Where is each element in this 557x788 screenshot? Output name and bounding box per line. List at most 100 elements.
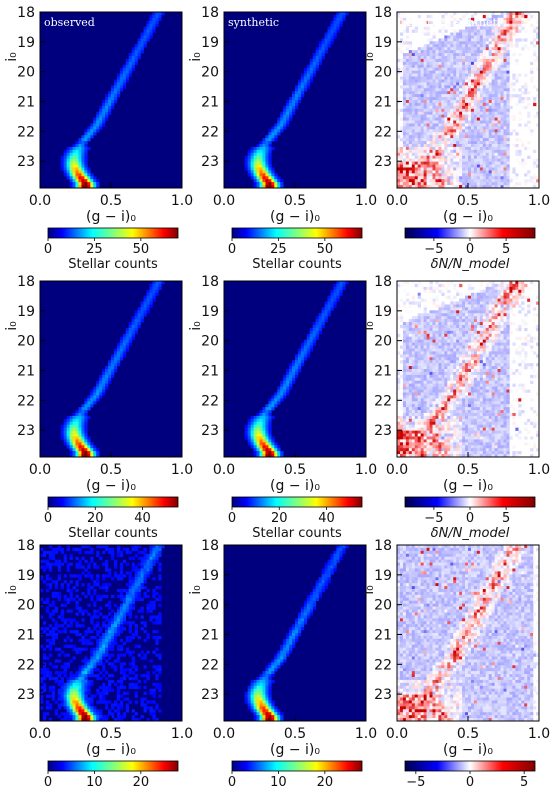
residual-cell (503, 79, 507, 83)
density-cell (250, 158, 254, 162)
residual-cell (518, 336, 522, 340)
residual-cell (397, 47, 401, 51)
residual-cell (411, 120, 416, 124)
residual-cell (456, 316, 460, 320)
residual-cell (453, 88, 457, 92)
residual-cell (456, 141, 460, 145)
residual-cell (497, 146, 501, 151)
residual-cell (453, 126, 457, 130)
density-cell (128, 336, 133, 340)
residual-cell (512, 35, 516, 39)
residual-cell (456, 377, 460, 382)
residual-cell (453, 283, 457, 288)
density-cell (90, 445, 94, 449)
residual-cell (503, 50, 507, 54)
density-cell (66, 427, 70, 431)
residual-cell (432, 138, 436, 142)
residual-cell (485, 50, 490, 54)
residual-cell (491, 102, 495, 107)
colorbar (404, 227, 536, 239)
density-cell (143, 295, 147, 299)
residual-cell (420, 167, 424, 171)
density-cell (96, 383, 100, 387)
residual-cell (453, 301, 457, 305)
density-cell (72, 164, 76, 168)
residual-cell (497, 141, 501, 145)
residual-cell (438, 149, 442, 154)
residual-cell (462, 32, 466, 36)
residual-cell (450, 35, 454, 39)
residual-cell (432, 366, 436, 370)
residual-cell (491, 38, 495, 42)
residual-cell (497, 129, 501, 133)
residual-cell (518, 363, 522, 367)
residual-cell (485, 167, 490, 171)
density-cell (84, 155, 88, 159)
density-cell (297, 79, 302, 83)
residual-cell (417, 138, 421, 142)
density-cell (300, 360, 305, 364)
residual-cell (429, 85, 433, 89)
residual-cell (533, 102, 537, 107)
residual-cell (397, 32, 401, 36)
density-cell (81, 158, 85, 162)
residual-cell (456, 366, 460, 370)
residual-cell (500, 120, 504, 124)
residual-cell (470, 369, 475, 373)
residual-cell (462, 149, 466, 154)
residual-cell (503, 67, 507, 71)
residual-cell (462, 97, 466, 101)
colorbar-tick-label: 50 (317, 242, 334, 257)
density-cell (152, 26, 156, 30)
density-cell (122, 342, 127, 346)
density-cell (140, 313, 144, 317)
residual-cell (488, 82, 492, 86)
residual-cell (444, 38, 448, 42)
residual-cell (515, 41, 519, 45)
residual-cell (417, 319, 421, 323)
density-cell (256, 173, 260, 177)
residual-cell (465, 35, 469, 39)
residual-cell (494, 363, 498, 367)
residual-cell (482, 123, 487, 127)
residual-cell (494, 123, 498, 127)
residual-cell (488, 111, 492, 115)
residual-cell (456, 105, 460, 110)
residual-cell (506, 73, 510, 77)
residual-cell (444, 164, 448, 168)
residual-cell (453, 179, 457, 183)
density-cell (306, 354, 311, 358)
residual-cell (503, 289, 507, 294)
residual-cell (506, 123, 510, 127)
density-cell (131, 47, 135, 51)
density-cell (99, 111, 103, 115)
residual-cell (456, 32, 460, 36)
residual-cell (473, 325, 478, 329)
residual-cell (414, 144, 419, 148)
residual-cell (444, 108, 448, 113)
residual-cell (468, 176, 472, 180)
residual-cell (476, 108, 481, 113)
residual-cell (405, 53, 410, 57)
residual-cell (503, 313, 507, 317)
density-cell (265, 454, 269, 458)
residual-cell (497, 20, 501, 25)
residual-cell (470, 363, 475, 367)
density-cell (78, 410, 82, 414)
residual-cell (465, 132, 469, 136)
residual-cell (470, 14, 475, 19)
residual-cell (512, 374, 516, 379)
density-cell (259, 445, 263, 449)
residual-cell (497, 330, 501, 335)
residual-cell (479, 70, 484, 74)
residual-cell (473, 146, 478, 151)
residual-cell (459, 333, 463, 338)
residual-cell (506, 149, 510, 154)
residual-cell (494, 23, 498, 27)
residual-cell (521, 26, 525, 30)
residual-cell (447, 360, 451, 364)
density-cell (84, 173, 88, 177)
density-cell (93, 454, 97, 458)
residual-cell (438, 342, 442, 346)
residual-cell (462, 135, 466, 139)
